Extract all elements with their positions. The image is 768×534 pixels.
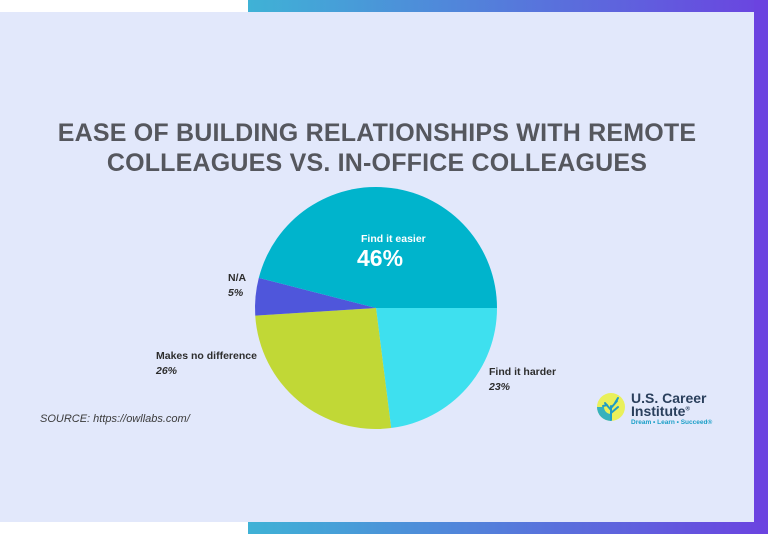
slice-label-na: N/A xyxy=(228,272,247,284)
tree-logo-icon xyxy=(597,393,625,421)
chart-title-line-1: EASE OF BUILDING RELATIONSHIPS WITH REMO… xyxy=(57,119,697,147)
us-career-institute-logo: U.S. Career Institute® Dream • Learn • S… xyxy=(596,390,726,430)
logo-name-line-1: U.S. Career xyxy=(631,390,707,406)
logo-name-line-2: Institute® xyxy=(631,403,690,419)
logo-tagline: Dream • Learn • Succeed® xyxy=(631,419,713,426)
chart-title: EASE OF BUILDING RELATIONSHIPS WITH REMO… xyxy=(0,118,754,178)
slice-value-find-it-harder: 23% xyxy=(489,381,511,393)
top-gradient-bar xyxy=(248,0,768,12)
slice-value-find-it-easier: 46% xyxy=(357,245,404,271)
pie-slice-makes-no-difference xyxy=(255,308,392,429)
slice-label-find-it-harder: Find it harder xyxy=(489,366,557,378)
slice-value-makes-no-difference: 26% xyxy=(156,365,178,377)
slice-value-na: 5% xyxy=(228,287,244,299)
slice-label-makes-no-difference: Makes no difference xyxy=(156,350,257,362)
slice-label-find-it-easier: Find it easier xyxy=(361,233,426,245)
pie-slice-n-a xyxy=(255,277,376,316)
logo-registered-mark: ® xyxy=(685,406,690,413)
source-note: SOURCE: https://owllabs.com/ xyxy=(40,413,190,425)
pie-slices xyxy=(255,187,497,429)
chart-title-line-2: COLLEAGUES VS. IN-OFFICE COLLEAGUES xyxy=(106,149,648,177)
right-gradient-bar xyxy=(754,0,768,534)
logo-name-text: Institute xyxy=(631,403,686,419)
pie-slice-find-it-harder xyxy=(376,308,497,429)
pie-slice-find-it-easier xyxy=(258,187,497,308)
bottom-gradient-bar xyxy=(248,522,768,534)
